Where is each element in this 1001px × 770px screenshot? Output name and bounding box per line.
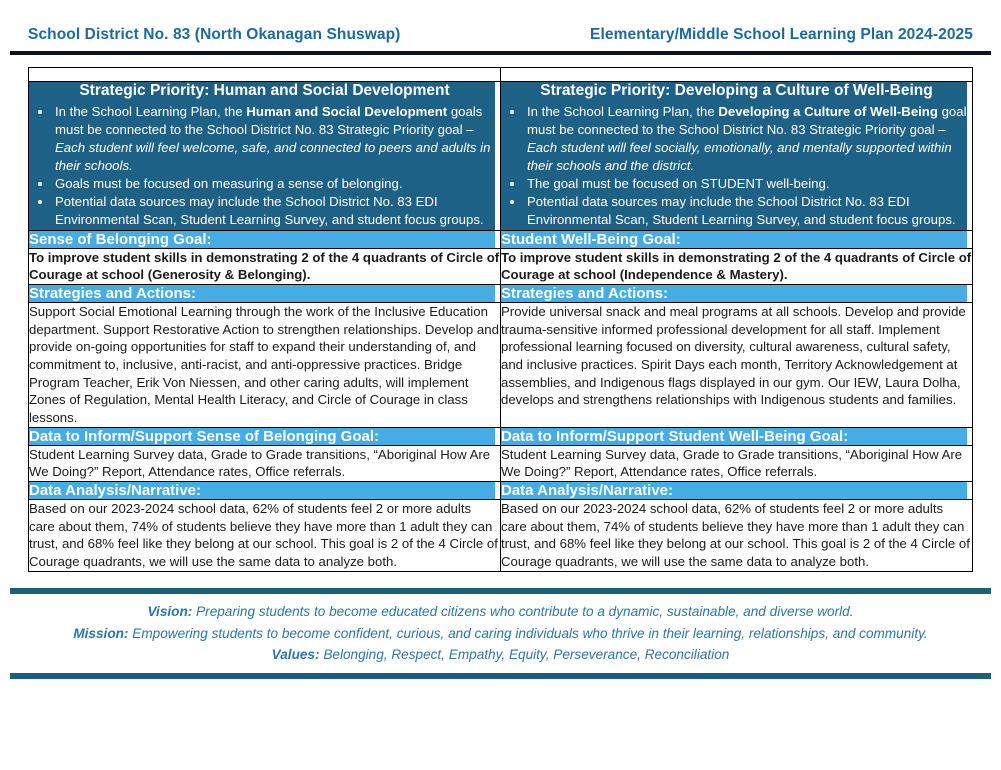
strategies-text-row: Support Social Emotional Learning throug… (28, 301, 973, 428)
bullet-bold-text: Human and Social Development (246, 104, 448, 119)
strategies-header-right: Strategies and Actions: (500, 283, 973, 303)
bullet-italic-text: Each student will feel socially, emotion… (527, 140, 952, 174)
vision-line: Vision: Preparing students to become edu… (20, 601, 981, 623)
goal-text-row: To improve student skills in demonstrati… (28, 247, 973, 285)
strategies-text-right: Provide universal snack and meal program… (500, 301, 973, 428)
document-header: School District No. 83 (North Okanagan S… (0, 0, 1001, 51)
data-analysis-header-left: Data Analysis/Narrative: (28, 481, 501, 501)
goal-header-row: Sense of Belonging Goal: Student Well-Be… (28, 229, 973, 249)
priority-bullet-list-right: In the School Learning Plan, the Develop… (501, 103, 972, 230)
data-inform-header-left: Data to Inform/Support Sense of Belongin… (28, 426, 501, 446)
plan-title: Elementary/Middle School Learning Plan 2… (590, 26, 973, 43)
footer-bottom-rule (10, 673, 991, 680)
goal-text-left: To improve student skills in demonstrati… (28, 247, 501, 285)
bullet-text: goals must be connected to the School Di… (55, 104, 483, 138)
vision-label: Vision: (147, 603, 193, 619)
bullet-italic-text: Each student will feel welcome, safe, an… (55, 140, 491, 174)
strategic-priority-row: Strategic Priority: Human and Social Dev… (28, 81, 973, 231)
bullet-item: The goal must be focused on STUDENT well… (525, 175, 972, 193)
data-analysis-text-row: Based on our 2023-2024 school data, 62% … (28, 499, 973, 572)
data-analysis-header-row: Data Analysis/Narrative: Data Analysis/N… (28, 481, 973, 501)
mission-text: Empowering students to become confident,… (132, 625, 928, 641)
strategies-text-left: Support Social Emotional Learning throug… (28, 301, 501, 428)
data-analysis-text-right: Based on our 2023-2024 school data, 62% … (500, 499, 973, 572)
bullet-bold-text: Developing a Culture of Well-Being (718, 104, 938, 119)
strategies-header-left: Strategies and Actions: (28, 283, 501, 303)
values-line: Values: Belonging, Respect, Empathy, Equ… (20, 644, 981, 666)
bullet-item: In the School Learning Plan, the Develop… (525, 103, 972, 175)
data-inform-header-right: Data to Inform/Support Student Well-Bein… (500, 426, 973, 446)
strategic-priority-cell-left: Strategic Priority: Human and Social Dev… (28, 81, 501, 231)
values-label: Values: (271, 647, 320, 663)
mission-label: Mission: (73, 625, 129, 641)
empty-cell-right (500, 67, 973, 82)
mission-line: Mission: Empowering students to become c… (20, 623, 981, 645)
bullet-text: Goals must be focused on measuring a sen… (55, 176, 403, 192)
priority-title-right: Strategic Priority: Developing a Culture… (540, 82, 933, 99)
strategies-header-row: Strategies and Actions: Strategies and A… (28, 283, 973, 303)
values-text: Belonging, Respect, Empathy, Equity, Per… (323, 647, 730, 663)
priority-title-left: Strategic Priority: Human and Social Dev… (79, 82, 450, 99)
bullet-text: In the School Learning Plan, the (527, 104, 719, 119)
strategic-priority-cell-right: Strategic Priority: Developing a Culture… (500, 81, 973, 231)
document-footer: Vision: Preparing students to become edu… (0, 587, 1001, 680)
data-inform-text-row: Student Learning Survey data, Grade to G… (28, 444, 973, 483)
bullet-item: In the School Learning Plan, the Human a… (53, 103, 500, 175)
footer-top-rule (10, 587, 991, 594)
bullet-text: In the School Learning Plan, the (55, 104, 247, 119)
bullet-text: Potential data sources may include the S… (55, 194, 484, 228)
empty-top-row (28, 67, 973, 82)
bullet-item: Potential data sources may include the S… (525, 193, 972, 229)
goal-header-right: Student Well-Being Goal: (500, 229, 973, 249)
empty-cell-left (28, 67, 501, 82)
district-title: School District No. 83 (North Okanagan S… (28, 26, 401, 43)
bullet-text: Potential data sources may include the S… (527, 194, 956, 228)
priority-bullet-list-left: In the School Learning Plan, the Human a… (29, 103, 500, 230)
data-analysis-text-left: Based on our 2023-2024 school data, 62% … (28, 499, 501, 572)
goal-text-right: To improve student skills in demonstrati… (500, 247, 973, 285)
bullet-item: Goals must be focused on measuring a sen… (53, 175, 500, 193)
bullet-text: The goal must be focused on STUDENT well… (527, 176, 830, 192)
learning-plan-table: Strategic Priority: Human and Social Dev… (28, 67, 973, 572)
vision-text: Preparing students to become educated ci… (196, 603, 854, 619)
data-inform-text-left: Student Learning Survey data, Grade to G… (28, 444, 501, 483)
bullet-text: goal must be connected to the School Dis… (527, 104, 967, 138)
bullet-item: Potential data sources may include the S… (53, 193, 500, 229)
goal-header-left: Sense of Belonging Goal: (28, 229, 501, 249)
header-divider-rule (10, 51, 991, 55)
data-analysis-header-right: Data Analysis/Narrative: (500, 481, 973, 501)
data-inform-text-right: Student Learning Survey data, Grade to G… (500, 444, 973, 483)
data-inform-header-row: Data to Inform/Support Sense of Belongin… (28, 426, 973, 446)
vision-mission-values: Vision: Preparing students to become edu… (0, 594, 1001, 673)
